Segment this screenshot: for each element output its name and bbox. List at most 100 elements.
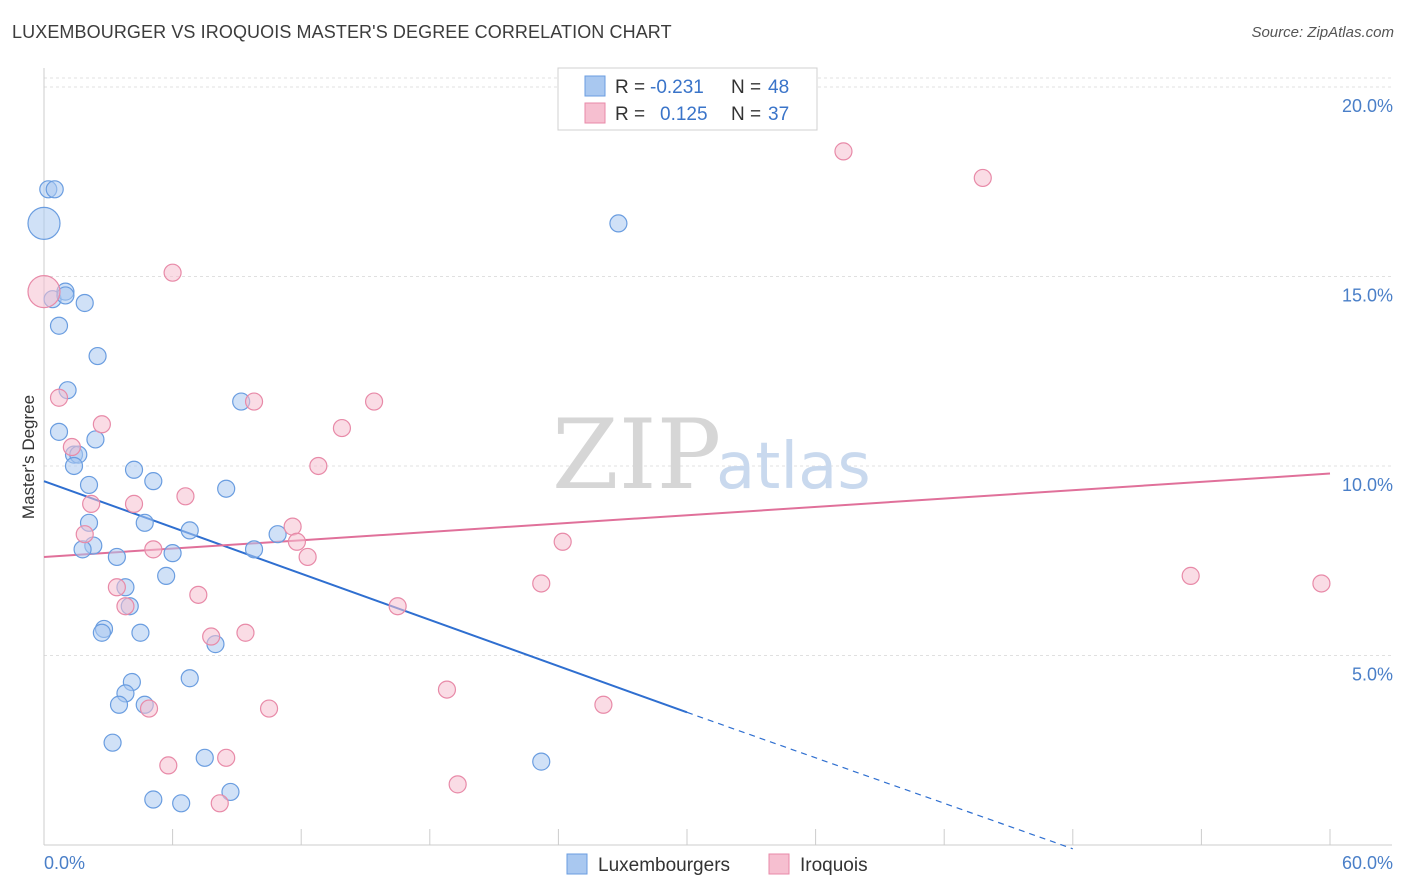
legend-n-label: N =: [731, 104, 761, 125]
legend-r-label: R =: [615, 104, 645, 125]
data-points: [27, 142, 1331, 813]
point-iroquois: [244, 392, 264, 411]
point-iroquois: [124, 494, 144, 513]
point-luxembourgers: [609, 214, 628, 233]
point-luxembourgers: [195, 748, 214, 767]
y-tick-label: 5.0%: [1352, 664, 1393, 684]
point-luxembourgers: [73, 540, 92, 559]
point-iroquois: [283, 517, 302, 536]
watermark-zip: ZIP: [552, 399, 721, 511]
legend-r-value: -0.231: [650, 77, 704, 98]
point-iroquois: [594, 695, 613, 714]
bottom-legend-luxembourgers: Luxembourgers: [598, 855, 730, 876]
point-luxembourgers: [86, 430, 105, 449]
bottom-legend: Luxembourgers Iroquois: [566, 853, 868, 876]
point-iroquois: [973, 168, 992, 188]
point-iroquois: [287, 532, 307, 551]
point-luxembourgers: [79, 475, 99, 495]
point-luxembourgers: [180, 669, 199, 688]
legend-swatch-iroquois: [584, 102, 606, 124]
x-tick-label: 60.0%: [1342, 853, 1393, 873]
point-iroquois: [62, 437, 81, 457]
point-luxembourgers: [135, 513, 154, 532]
point-iroquois: [532, 574, 551, 593]
point-iroquois: [437, 680, 457, 699]
point-luxembourgers: [144, 790, 163, 809]
point-luxembourgers: [221, 782, 240, 802]
point-luxembourgers: [532, 752, 551, 771]
point-iroquois: [107, 578, 126, 597]
point-luxembourgers: [131, 623, 150, 642]
point-iroquois: [27, 275, 61, 309]
point-luxembourgers: [157, 566, 176, 585]
point-iroquois: [144, 540, 163, 559]
point-luxembourgers: [92, 623, 111, 642]
legend-box: R = -0.231 N = 48 R = 0.125 N = 37: [557, 67, 818, 131]
point-iroquois: [309, 456, 328, 476]
point-iroquois: [92, 415, 111, 434]
point-luxembourgers: [144, 472, 163, 491]
y-tick-label: 15.0%: [1342, 285, 1393, 305]
point-luxembourgers: [163, 544, 182, 563]
point-iroquois: [236, 623, 255, 642]
point-iroquois: [49, 388, 69, 407]
source-label: Source: ZipAtlas.com: [1251, 24, 1394, 41]
point-iroquois: [189, 585, 208, 604]
point-luxembourgers: [107, 547, 126, 567]
point-luxembourgers: [27, 206, 61, 240]
bottom-legend-swatch-luxembourgers: [566, 853, 588, 875]
point-luxembourgers: [217, 479, 236, 498]
point-iroquois: [75, 525, 94, 544]
point-luxembourgers: [88, 346, 107, 366]
point-iroquois: [1181, 566, 1200, 585]
y-axis-label: Master's Degree: [19, 395, 38, 519]
point-iroquois: [139, 699, 159, 718]
point-iroquois: [553, 532, 572, 551]
legend-r-value: 0.125: [660, 104, 708, 125]
chart-title: LUXEMBOURGER VS IROQUOIS MASTER'S DEGREE…: [12, 22, 672, 42]
tick-labels: 5.0% 10.0% 15.0% 20.0% 0.0% 60.0%: [44, 96, 1393, 873]
legend-n-value: 37: [768, 104, 789, 125]
point-iroquois: [176, 487, 195, 506]
point-luxembourgers: [109, 695, 129, 714]
point-iroquois: [163, 263, 182, 282]
point-luxembourgers: [172, 794, 191, 813]
point-luxembourgers: [64, 456, 84, 476]
point-luxembourgers: [268, 525, 287, 544]
point-luxembourgers: [103, 733, 122, 752]
point-iroquois: [82, 494, 101, 513]
point-iroquois: [116, 597, 135, 616]
point-luxembourgers: [49, 316, 69, 335]
x-tick-label: 0.0%: [44, 853, 85, 873]
point-luxembourgers: [124, 460, 144, 479]
point-luxembourgers: [75, 293, 94, 313]
trend-line-extension: [686, 711, 1074, 850]
point-iroquois: [298, 547, 317, 567]
point-iroquois: [159, 756, 178, 775]
point-iroquois: [217, 748, 236, 767]
y-tick-label: 20.0%: [1342, 96, 1393, 116]
axes: [43, 68, 1392, 846]
point-luxembourgers: [45, 180, 64, 199]
watermark-atlas: atlas: [716, 430, 871, 504]
point-luxembourgers: [244, 540, 264, 559]
watermark: ZIP atlas: [552, 399, 871, 511]
bottom-legend-iroquois: Iroquois: [800, 855, 868, 876]
point-iroquois: [388, 597, 407, 616]
point-luxembourgers: [180, 521, 199, 540]
legend-n-label: N =: [731, 77, 761, 98]
point-iroquois: [210, 794, 229, 813]
point-iroquois: [448, 775, 467, 794]
bottom-legend-swatch-iroquois: [768, 853, 790, 875]
point-iroquois: [1312, 574, 1331, 593]
legend-n-value: 48: [768, 77, 789, 98]
legend-swatch-luxembourgers: [584, 75, 606, 97]
point-iroquois: [332, 418, 352, 438]
legend-r-label: R =: [615, 77, 645, 98]
point-iroquois: [202, 627, 221, 646]
y-tick-label: 10.0%: [1342, 475, 1393, 495]
point-iroquois: [834, 142, 853, 161]
point-luxembourgers: [49, 422, 69, 441]
point-iroquois: [364, 392, 384, 411]
